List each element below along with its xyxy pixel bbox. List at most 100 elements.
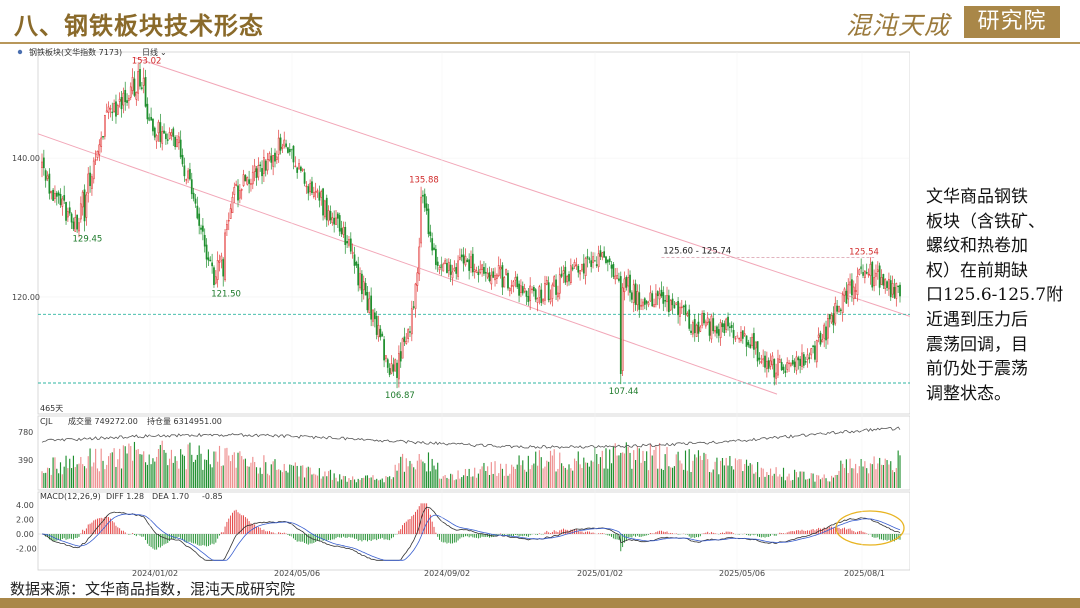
volume-bar [122,445,124,488]
candle-body [882,274,885,286]
volume-bar [649,443,651,488]
candle-body [449,264,452,275]
candle-body [851,279,853,296]
date-tick-label: 2024/09/02 [424,569,470,578]
candle-body [791,360,794,365]
candle-body [581,264,583,271]
candle-body [109,108,112,110]
volume-bar [821,477,823,488]
candle-body [327,210,330,222]
candle-body [852,286,855,300]
candle-body [209,259,212,262]
candle-body [762,358,765,361]
candle-body [357,263,360,286]
candle-body [312,192,315,197]
candle-body [405,340,408,344]
candle-body [407,329,410,339]
candle-body [139,69,141,87]
candle-body [85,194,88,218]
candle-body [137,71,140,94]
volume-bar [193,462,195,488]
commentary-line: 权）在前期缺 [926,260,1028,281]
volume-bar [119,448,121,488]
volume-bar [561,463,563,488]
candle-body [251,171,254,185]
candle-body [57,192,60,196]
candle-body [464,256,467,266]
volume-bar [769,468,772,488]
volume-bar [202,469,204,488]
volume-bar [496,475,498,488]
volume-bar [527,455,529,488]
volume-bar [583,457,585,488]
candle-body [392,364,395,372]
volume-bar [694,454,696,488]
volume-bar [779,474,781,488]
candle-body [377,324,380,338]
volume-bar [831,475,833,488]
candle-body [590,260,593,267]
candle-body [821,339,824,343]
volume-bar [383,482,385,488]
volume-bar [760,467,762,488]
candle-body [686,313,689,316]
candle-body [409,331,411,333]
candle-body [390,363,393,374]
volume-bar [285,470,287,488]
volume-bar [572,470,574,488]
volume-bar [788,473,790,488]
volume-bar [644,461,646,488]
volume-bar [403,471,406,488]
volume-bar [609,449,611,488]
candle-body [812,345,814,348]
chevron-down-icon[interactable]: ⌄ [160,48,167,57]
candle-body [621,287,624,372]
candle-body [126,100,128,103]
volume-bar [217,461,219,488]
candle-body [355,261,358,266]
volume-bar [531,465,533,488]
candle-body [442,263,445,272]
date-tick-label: 2024/01/02 [132,569,178,578]
volume-bar [681,463,683,488]
volume-bar [106,464,108,488]
volume-bar [316,475,319,488]
candle-body [880,277,883,285]
volume-bar [568,464,570,488]
volume-bar [660,468,663,488]
volume-bar [376,478,378,488]
volume-bars [41,426,901,488]
candle-body [142,77,145,86]
candle-body [159,122,162,142]
candle-body [54,193,56,199]
volume-bar [296,465,298,488]
candle-body [481,264,483,271]
volume-bar [858,466,860,488]
candle-body [847,284,850,300]
candle-body [301,168,304,171]
volume-panel [37,415,910,491]
candle-body [140,87,143,89]
volume-bar [738,459,740,488]
candle-body [163,130,165,134]
volume-bar [509,473,511,488]
candle-body [333,217,336,225]
macd-highlight-ellipse [835,510,905,546]
candle-body [116,105,119,115]
candle-body [385,355,387,359]
candle-body [418,246,421,275]
candle-body [671,298,674,306]
candle-body [220,255,223,261]
volume-bar [782,467,785,488]
volume-bar [542,468,544,488]
candle-body [281,146,284,149]
volume-bar [544,466,546,488]
volume-bar [377,480,380,488]
candle-body [174,136,177,148]
volume-bar [860,458,862,488]
candle-body [274,152,276,162]
candle-body [296,167,299,173]
volume-bar [784,480,786,488]
candle-body [490,274,493,285]
volume-bar [662,469,664,488]
